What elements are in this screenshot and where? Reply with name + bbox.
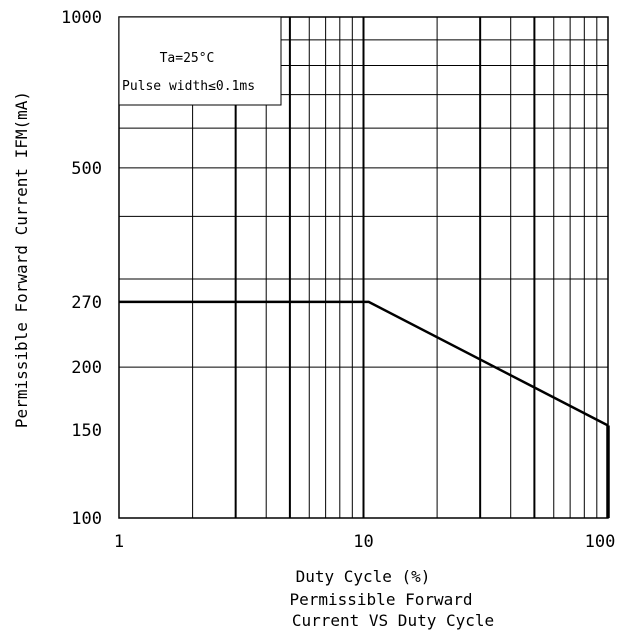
- chart-caption-line-1: Permissible Forward: [289, 590, 472, 609]
- series-layer: [119, 300, 610, 518]
- chart-caption-line-2: Current VS Duty Cycle: [292, 611, 494, 630]
- y-tick-label: 1000: [61, 8, 102, 28]
- y-tick-label: 200: [71, 358, 102, 378]
- plot-frame: [118, 16, 609, 519]
- series-line-0: [119, 300, 609, 427]
- annotation-box: Ta=25°C Pulse width≤0.1ms: [118, 16, 282, 106]
- annotation-temperature: Ta=25°C: [160, 51, 215, 66]
- y-tick-label: 270: [71, 293, 102, 313]
- annotation-pulse-width: Pulse width≤0.1ms: [122, 79, 255, 94]
- y-axis-label: Permissible Forward Current IFM(mA): [12, 91, 31, 428]
- x-tick-labels: 1 10 100: [114, 532, 615, 552]
- y-tick-label: 150: [71, 421, 102, 441]
- x-tick-label: 10: [353, 532, 373, 552]
- y-tick-labels: 1000 500 270 200 150 100: [61, 8, 102, 529]
- y-tick-label: 500: [71, 159, 102, 179]
- y-tick-label: 100: [71, 509, 102, 529]
- annotation-box-frame: [118, 16, 282, 106]
- x-tick-label: 1: [114, 532, 124, 552]
- x-axis-label: Duty Cycle (%): [296, 567, 431, 586]
- x-tick-label: 100: [585, 532, 616, 552]
